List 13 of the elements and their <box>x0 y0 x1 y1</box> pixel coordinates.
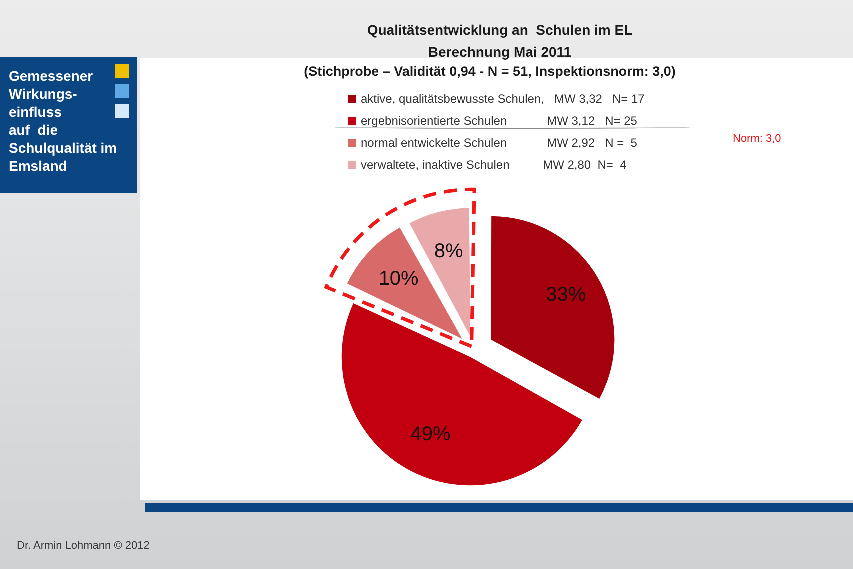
legend-label: ergebnisorientierte Schulen MW 3,12 N= 25 <box>361 114 638 128</box>
text: Dr. Armin Lohmann © 2012 <box>17 540 150 552</box>
legend-label: aktive, qualitätsbewusste Schulen, MW 3,32 N= 17 <box>361 92 645 106</box>
legend-label: verwaltete, inaktive Schulen MW 2,80 N= 4 <box>361 158 627 172</box>
data-label: 33% <box>546 284 586 306</box>
text: Gemessener Wirkungs- einfluss auf die Schulqualität im Emsland <box>9 67 118 175</box>
data-label: 49% <box>410 423 452 446</box>
data-label: 8% <box>434 240 464 263</box>
data-label: 10% <box>378 268 420 290</box>
legend-label: normal entwickelte Schulen MW 2,92 N = 5 <box>361 136 638 150</box>
text: Norm: 3,0 <box>733 133 782 145</box>
chart-subtitle: (Stichprobe – Validität 0,94 - N = 51, Inspektionsnorm: 3,0) <box>303 64 677 79</box>
chart-title: Qualitätsentwicklung an Schulen im EL Berechnung Mai 2011 <box>366 21 634 62</box>
